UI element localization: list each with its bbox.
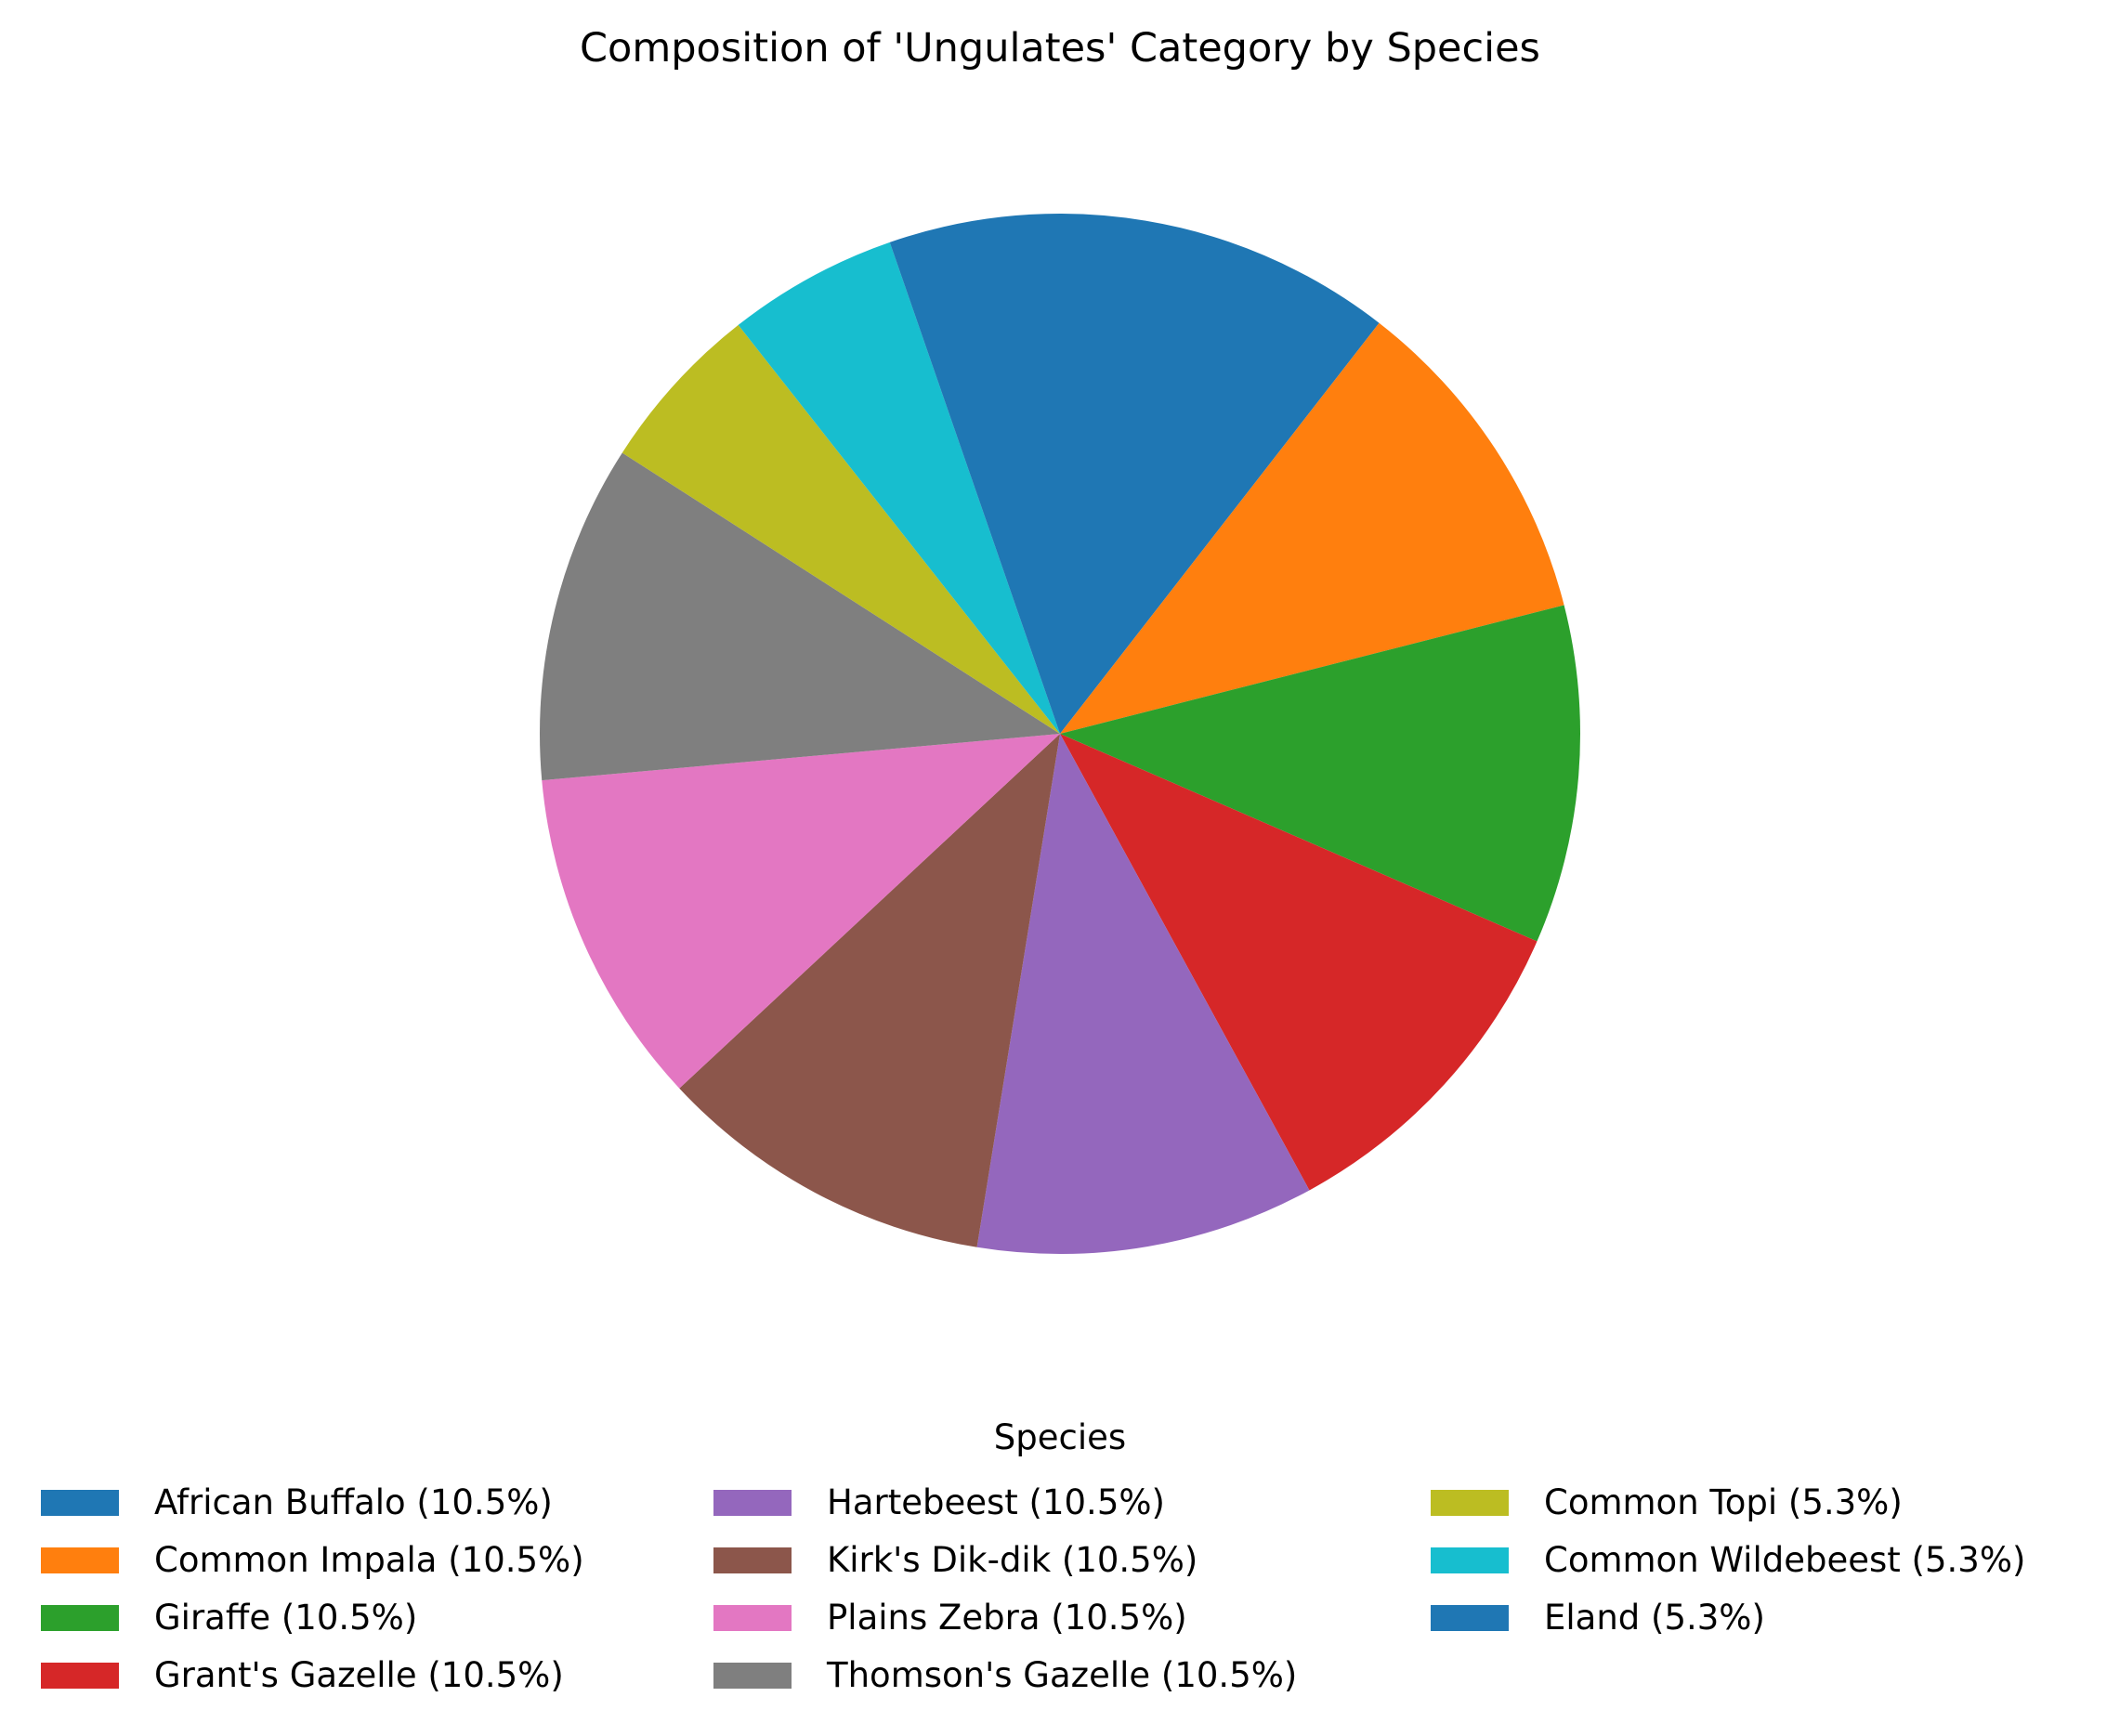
- legend-item: Thomson's Gazelle (10.5%): [713, 1655, 1297, 1695]
- legend-swatch: [713, 1605, 792, 1631]
- chart-title: Composition of 'Ungulates' Category by S…: [580, 25, 1540, 72]
- pie-slice-1: [1060, 322, 1564, 734]
- legend-swatch: [713, 1490, 792, 1516]
- legend-label: Kirk's Dik-dik (10.5%): [827, 1540, 1197, 1580]
- legend-item: Common Wildebeest (5.3%): [1431, 1540, 2025, 1580]
- legend-item: Plains Zebra (10.5%): [713, 1598, 1187, 1638]
- pie-slice-8: [622, 324, 1060, 734]
- legend-swatch: [713, 1547, 792, 1573]
- pie-slice-10: [889, 214, 1060, 734]
- legend-item: African Buffalo (10.5%): [41, 1482, 553, 1522]
- legend-label: Common Topi (5.3%): [1544, 1482, 1903, 1522]
- legend-swatch: [1431, 1605, 1509, 1631]
- pie-slice-2: [1060, 605, 1580, 942]
- pie-slice-5: [679, 734, 1060, 1247]
- legend-item: Common Impala (10.5%): [41, 1540, 584, 1580]
- legend-label: Plains Zebra (10.5%): [827, 1598, 1187, 1638]
- legend-swatch: [713, 1663, 792, 1689]
- legend-swatch: [1431, 1490, 1509, 1516]
- legend-label: Hartebeest (10.5%): [827, 1482, 1165, 1522]
- pie-slice-7: [540, 452, 1060, 781]
- pie-slice-0: [1060, 214, 1380, 734]
- legend-item: Grant's Gazelle (10.5%): [41, 1655, 564, 1695]
- legend-item: Giraffe (10.5%): [41, 1598, 417, 1638]
- legend-label: Common Impala (10.5%): [154, 1540, 584, 1580]
- pie-slice-3: [1060, 734, 1538, 1191]
- legend-swatch: [1431, 1547, 1509, 1573]
- legend-label: Thomson's Gazelle (10.5%): [826, 1655, 1297, 1695]
- legend: Species African Buffalo (10.5%) Common Im…: [41, 1417, 2025, 1695]
- legend-item: Kirk's Dik-dik (10.5%): [713, 1540, 1197, 1580]
- legend-item: Common Topi (5.3%): [1431, 1482, 1903, 1522]
- legend-label: Common Wildebeest (5.3%): [1544, 1540, 2025, 1580]
- legend-label: Eland (5.3%): [1544, 1598, 1765, 1638]
- legend-swatch: [41, 1490, 119, 1516]
- pie-slice-4: [976, 734, 1310, 1254]
- legend-label: Grant's Gazelle (10.5%): [154, 1655, 564, 1695]
- legend-swatch: [41, 1605, 119, 1631]
- legend-swatch: [41, 1663, 119, 1689]
- legend-title: Species: [994, 1417, 1126, 1457]
- legend-item: Hartebeest (10.5%): [713, 1482, 1165, 1522]
- legend-swatch: [41, 1547, 119, 1573]
- pie-slice-9: [738, 241, 1060, 735]
- pie-slices: [540, 214, 1580, 1254]
- pie-slice-6: [542, 734, 1060, 1089]
- legend-item: Eland (5.3%): [1431, 1598, 1765, 1638]
- legend-label: African Buffalo (10.5%): [154, 1482, 553, 1522]
- legend-label: Giraffe (10.5%): [154, 1598, 417, 1638]
